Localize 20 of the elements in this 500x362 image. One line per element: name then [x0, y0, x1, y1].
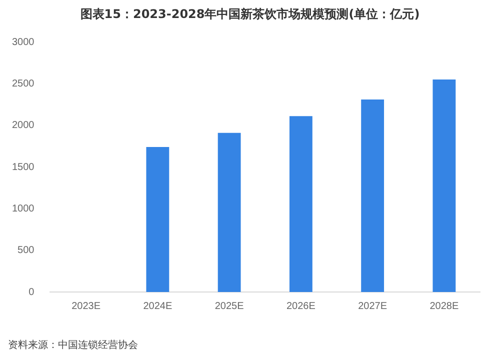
bar — [289, 116, 312, 292]
y-tick-label: 1000 — [12, 203, 35, 214]
bar — [146, 147, 170, 292]
y-tick-label: 0 — [28, 286, 35, 298]
y-tick-label: 500 — [18, 245, 35, 256]
chart-title: 图表15：2023-2028年中国新茶饮市场规模预测(单位：亿元) — [79, 6, 421, 23]
y-tick-label: 2000 — [12, 120, 35, 132]
x-tick-label: 2027E — [358, 300, 388, 312]
x-tick-label: 2026E — [286, 300, 316, 312]
x-tick-label: 2028E — [430, 300, 459, 312]
y-tick-label: 3000 — [12, 36, 35, 48]
y-tick-label: 1500 — [12, 162, 35, 173]
bar — [432, 80, 456, 292]
x-tick-label: 2023E — [72, 300, 101, 312]
bar — [361, 100, 384, 292]
y-tick-label: 2500 — [12, 78, 35, 90]
x-tick-label: 2025E — [214, 300, 244, 312]
x-tick-label: 2024E — [143, 300, 172, 312]
text: 资料来源：中国连锁经营协会 — [8, 340, 138, 351]
bar — [218, 132, 241, 292]
